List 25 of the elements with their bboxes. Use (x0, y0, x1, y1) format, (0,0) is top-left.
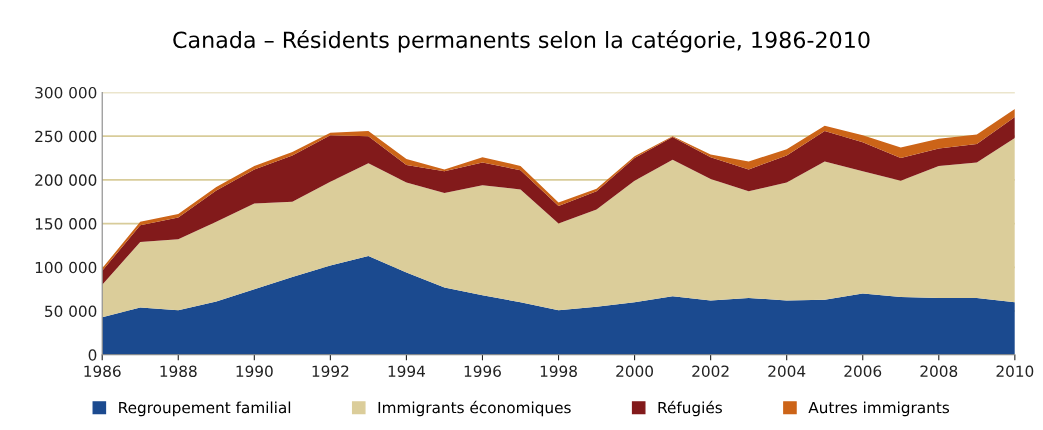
x-tick-label: 1992 (312, 365, 349, 377)
x-tick-label: 2008 (920, 365, 958, 377)
legend-label: Réfugiés (658, 400, 722, 417)
legend-label: Autres immigrants (808, 401, 950, 417)
legend-label: Immigrants économiques (378, 400, 571, 417)
x-tick-label: 1988 (160, 365, 197, 377)
y-tick-label: 150 000 (35, 218, 97, 230)
x-tick-label: 1996 (464, 365, 501, 377)
x-tick-label: 1994 (388, 365, 426, 377)
x-tick-label: 2000 (616, 365, 653, 377)
x-tick-label: 2006 (844, 365, 882, 377)
x-tick-label: 2004 (768, 365, 806, 377)
x-tick-label: 2010 (996, 365, 1034, 377)
y-tick-label: 250 000 (35, 130, 97, 143)
y-tick-label: 50 000 (45, 305, 97, 318)
x-tick-label: 1990 (236, 365, 273, 377)
legend-label: Regroupement familial (119, 401, 291, 417)
y-tick-label: 100 000 (35, 261, 97, 274)
x-tick-label: 2002 (692, 365, 729, 377)
y-tick-label: 0 (88, 349, 97, 361)
y-tick-label: 200 000 (35, 174, 97, 186)
chart-title: Canada – Résidents permanents selon la catégorie, 1986-2010 (173, 30, 870, 53)
x-tick-label: 1986 (84, 365, 121, 377)
x-tick-label: 1998 (540, 365, 577, 377)
y-tick-label: 300 000 (35, 86, 97, 99)
